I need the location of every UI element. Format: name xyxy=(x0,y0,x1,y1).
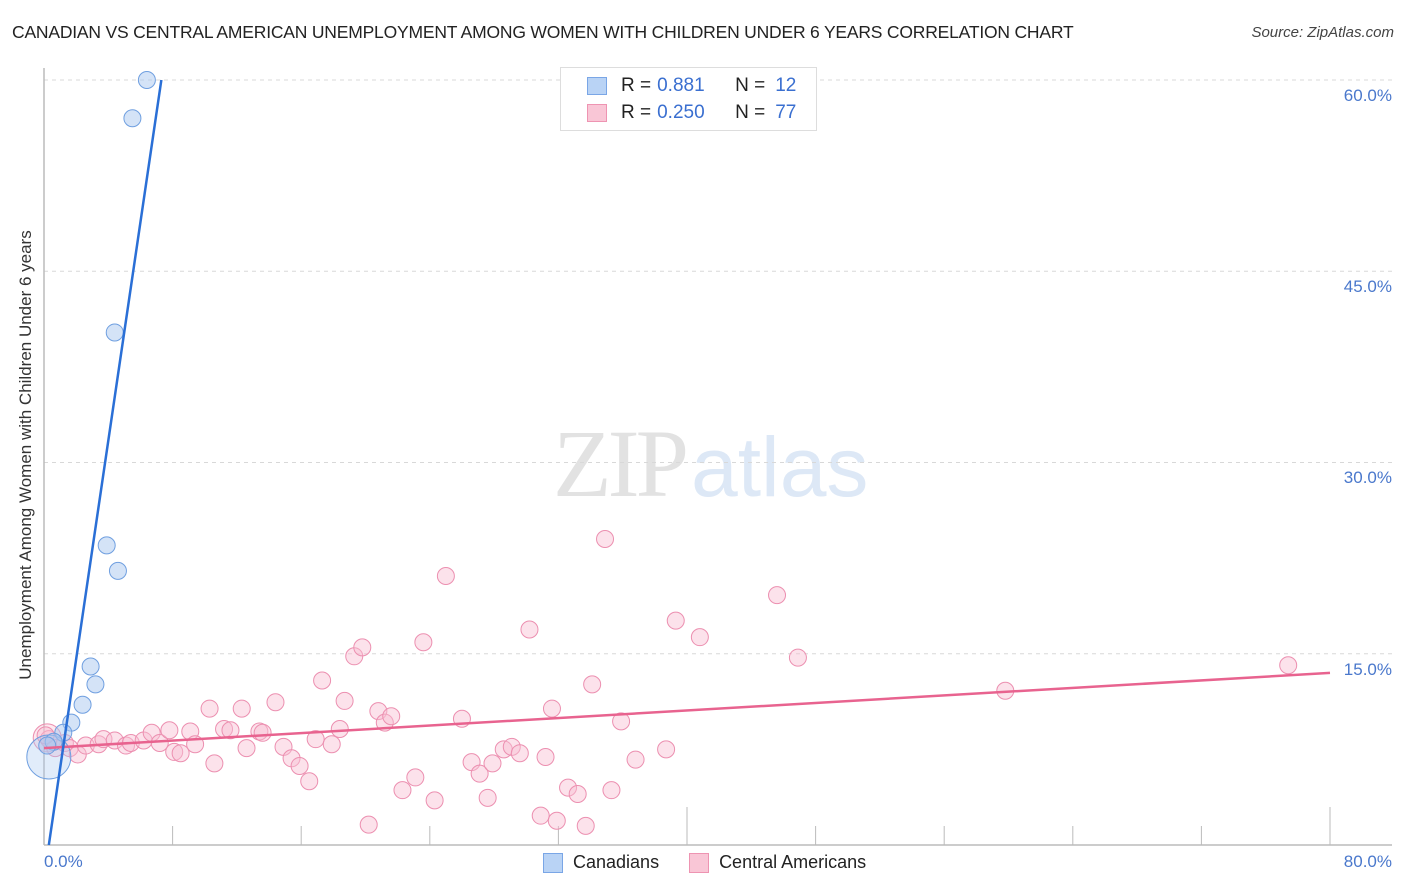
data-point xyxy=(536,748,555,767)
data-point xyxy=(300,772,319,791)
data-point xyxy=(602,781,621,800)
central-americans-trend-line xyxy=(43,671,1331,750)
data-point xyxy=(165,742,184,761)
data-point xyxy=(313,671,332,690)
data-point xyxy=(690,628,709,647)
legend-row-central-americans: R = 0.250 N = 77 xyxy=(587,101,796,125)
legend-label: Central Americans xyxy=(719,852,867,872)
data-point xyxy=(788,648,807,667)
data-point xyxy=(583,675,602,694)
y-tick-15: 15.0% xyxy=(1343,660,1392,679)
data-point xyxy=(38,736,57,755)
axes xyxy=(43,68,1392,846)
data-point xyxy=(290,756,309,775)
n-label: N = xyxy=(735,102,766,123)
y-tick-30: 30.0% xyxy=(1343,468,1392,487)
data-point xyxy=(335,691,354,710)
r-label: R = xyxy=(621,75,652,96)
data-point xyxy=(105,323,124,342)
data-point xyxy=(559,778,578,797)
trend-lines xyxy=(43,79,1331,846)
canadians-swatch xyxy=(543,852,563,873)
data-point xyxy=(359,815,378,834)
data-point xyxy=(330,719,349,738)
legend-row-canadians: R = 0.881 N = 12 xyxy=(587,74,796,98)
data-point xyxy=(612,712,631,731)
data-point xyxy=(171,744,190,763)
data-point xyxy=(626,750,645,769)
x-tick-max: 80.0% xyxy=(1343,852,1392,871)
central-americans-points xyxy=(32,530,1298,835)
data-point xyxy=(322,735,341,754)
data-point xyxy=(568,785,587,803)
n-value: 77 xyxy=(775,102,797,123)
data-point xyxy=(542,699,561,718)
n-label: N = xyxy=(735,75,766,96)
data-point xyxy=(266,693,285,712)
data-point xyxy=(596,530,615,548)
data-point xyxy=(666,611,685,630)
data-point xyxy=(97,536,116,555)
data-point xyxy=(221,721,240,740)
data-point xyxy=(137,71,156,89)
data-point xyxy=(520,620,539,639)
data-point xyxy=(253,723,272,742)
data-point xyxy=(232,699,251,718)
source-label: Source: ZipAtlas.com xyxy=(1251,24,1394,41)
data-point xyxy=(116,736,135,755)
data-point xyxy=(531,806,550,825)
correlation-legend: R = 0.881 N = 12 R = 0.250 N = 77 xyxy=(560,67,817,131)
legend-item-canadians[interactable]: Canadians xyxy=(543,852,659,873)
legend-item-central-americans[interactable]: Central Americans xyxy=(689,852,866,873)
data-point xyxy=(470,764,489,783)
central-americans-swatch xyxy=(587,104,607,122)
legend-label: Canadians xyxy=(573,852,660,872)
data-point xyxy=(86,675,105,694)
y-axis-label: Unemployment Among Women with Children U… xyxy=(16,230,35,680)
watermark-zip: ZIP xyxy=(553,410,689,517)
y-tick-45: 45.0% xyxy=(1343,277,1392,296)
watermark: ZIPatlas xyxy=(553,408,868,519)
data-point xyxy=(353,638,372,657)
data-point xyxy=(483,754,502,773)
watermark-atlas: atlas xyxy=(691,420,869,514)
r-label: R = xyxy=(621,102,652,123)
data-point xyxy=(73,695,92,714)
r-value: 0.881 xyxy=(657,75,705,96)
data-point xyxy=(123,109,142,128)
y-tick-60: 60.0% xyxy=(1343,86,1392,105)
central-americans-swatch xyxy=(689,852,710,873)
data-point xyxy=(108,561,127,580)
data-point xyxy=(414,633,433,652)
data-point xyxy=(425,791,444,810)
data-point xyxy=(406,768,425,787)
gridlines xyxy=(44,79,1392,655)
data-point xyxy=(306,730,325,749)
data-point xyxy=(768,586,787,605)
r-value: 0.250 xyxy=(657,102,705,123)
data-point xyxy=(393,781,412,800)
data-point xyxy=(382,707,401,726)
data-point xyxy=(200,699,219,718)
data-point xyxy=(1279,656,1298,675)
data-point xyxy=(657,740,676,759)
data-point xyxy=(510,744,529,763)
chart-title: CANADIAN VS CENTRAL AMERICAN UNEMPLOYMEN… xyxy=(12,22,1074,42)
data-point xyxy=(547,811,566,830)
data-point xyxy=(160,721,179,740)
canadians-swatch xyxy=(587,77,607,95)
series-legend: Canadians Central Americans xyxy=(543,852,896,873)
canadians-trend-line xyxy=(47,79,163,846)
canadians-points xyxy=(26,71,156,780)
data-point xyxy=(576,816,595,835)
data-point xyxy=(478,788,497,807)
data-point xyxy=(81,657,100,676)
x-tick-min: 0.0% xyxy=(44,852,83,871)
data-point xyxy=(205,754,224,773)
data-point xyxy=(237,739,256,758)
data-point xyxy=(436,566,455,585)
n-value: 12 xyxy=(775,75,797,96)
